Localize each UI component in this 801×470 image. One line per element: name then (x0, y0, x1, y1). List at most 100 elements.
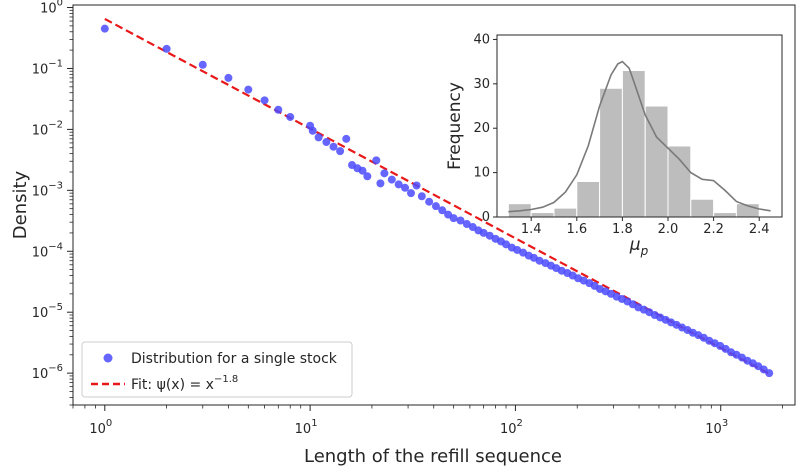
y-tick-label-exponent: 0 (57, 0, 63, 9)
legend: Distribution for a single stock Fit: ψ(x… (81, 341, 353, 398)
inset-x-tick-label: 2.4 (749, 222, 770, 237)
data-point (479, 228, 488, 237)
data-point (162, 44, 171, 53)
y-tick-label-exponent: −2 (48, 119, 63, 130)
inset-kde-curve (508, 60, 771, 213)
y-tick-label-exponent: −6 (48, 363, 63, 374)
data-point (401, 183, 410, 192)
y-tick-label: 100 (40, 0, 63, 17)
y-tick-label: 10−2 (32, 119, 63, 138)
inset-bars (507, 70, 760, 218)
inset-y-axis-label: Frequency (445, 82, 465, 170)
data-point (376, 179, 385, 188)
histogram-bar (576, 180, 601, 218)
data-point (765, 369, 774, 378)
inset-x-axis-label-main: μ (629, 235, 641, 255)
inset-y-tick-label: 0 (482, 210, 490, 225)
x-tick-label-base: 10 (89, 422, 106, 437)
data-point (363, 172, 372, 181)
y-tick-label: 10−3 (32, 180, 63, 199)
data-point (417, 192, 426, 201)
data-point (198, 60, 207, 69)
data-point (412, 181, 421, 190)
inset-x-tick-label: 1.4 (521, 222, 542, 237)
data-point (406, 189, 415, 198)
data-point (449, 214, 458, 223)
y-tick-label: 10−6 (32, 363, 63, 382)
y-tick-label-base: 10 (32, 245, 49, 260)
main-plot: 100 101 102 103 10010−110−210−310−410−510−6… (10, 0, 796, 467)
data-point (372, 156, 381, 165)
data-point (274, 105, 283, 114)
legend-label-fit-main: Fit: ψ(x) = x (131, 377, 214, 393)
data-point (322, 138, 331, 147)
main-y-axis-label: Density (10, 170, 31, 239)
legend-label-fit: Fit: ψ(x) = x−1.8 (131, 374, 238, 393)
histogram-bar (553, 207, 578, 218)
y-tick-label-base: 10 (32, 306, 49, 321)
inset-x-tick-label: 2.2 (703, 222, 724, 237)
x-tick-label-exponent: 0 (106, 418, 112, 429)
data-point (224, 73, 233, 82)
inset-x-axis-ticks: 1.4 1.6 1.8 2.0 2.2 2.4 (521, 217, 770, 237)
scatter-points (100, 24, 774, 378)
x-tick-label-exponent: 3 (722, 418, 728, 429)
inset-y-axis-ticks: 0 10 20 30 40 (473, 32, 497, 225)
data-point (100, 24, 109, 33)
x-tick-label: 103 (705, 418, 728, 437)
y-tick-label-base: 10 (40, 2, 57, 17)
data-point (425, 197, 434, 206)
y-tick-label-base: 10 (32, 367, 49, 382)
inset-histogram: 1.4 1.6 1.8 2.0 2.2 2.4 0 10 20 30 40 μp Frequenc… (445, 32, 783, 258)
x-tick-label-exponent: 2 (517, 418, 523, 429)
data-point (358, 166, 367, 175)
y-tick-label-exponent: −4 (48, 241, 63, 252)
data-point (308, 126, 317, 135)
x-tick-label-base: 10 (705, 422, 722, 437)
x-tick-label-base: 10 (500, 422, 517, 437)
inset-x-tick-label: 2.0 (658, 222, 679, 237)
main-minor-ticks (69, 9, 783, 409)
x-tick-label: 101 (295, 418, 318, 437)
data-point (260, 96, 269, 105)
inset-y-tick-label: 40 (473, 32, 490, 47)
main-x-axis-ticks: 100 101 102 103 (89, 405, 728, 437)
inset-x-axis-label-sub: p (640, 244, 649, 258)
inset-y-tick-label: 30 (473, 77, 490, 92)
y-tick-label: 10−5 (32, 302, 63, 321)
y-tick-label: 10−4 (32, 241, 63, 260)
y-tick-label: 10−1 (32, 58, 63, 77)
data-point (387, 175, 396, 184)
data-point (438, 206, 447, 215)
inset-x-axis-label: μp (629, 235, 649, 258)
legend-label-scatter: Distribution for a single stock (131, 351, 338, 367)
data-point (329, 142, 338, 151)
x-tick-label-exponent: 1 (311, 418, 317, 429)
inset-y-tick-label: 20 (473, 121, 490, 136)
data-point (431, 202, 440, 211)
legend-marker-scatter (103, 353, 113, 363)
histogram-bar (690, 198, 715, 218)
data-point (244, 85, 253, 94)
inset-x-tick-label: 1.6 (566, 222, 587, 237)
data-point (394, 180, 403, 189)
y-tick-label-base: 10 (32, 184, 49, 199)
inset-y-tick-label: 10 (473, 166, 490, 181)
histogram-bar (667, 145, 692, 218)
histogram-bar (599, 87, 623, 218)
inset-x-tick-label: 1.8 (612, 222, 633, 237)
inset-frame (496, 34, 783, 218)
legend-box (81, 341, 353, 398)
y-tick-label-base: 10 (32, 123, 49, 138)
data-point (336, 147, 345, 156)
data-point (342, 134, 351, 143)
x-tick-label: 100 (89, 418, 112, 437)
histogram-bar (713, 212, 737, 218)
kde-line (508, 60, 771, 213)
histogram-bar (621, 70, 646, 218)
data-point (286, 112, 295, 121)
x-tick-label: 102 (500, 418, 523, 437)
y-tick-label-exponent: −1 (48, 58, 63, 69)
